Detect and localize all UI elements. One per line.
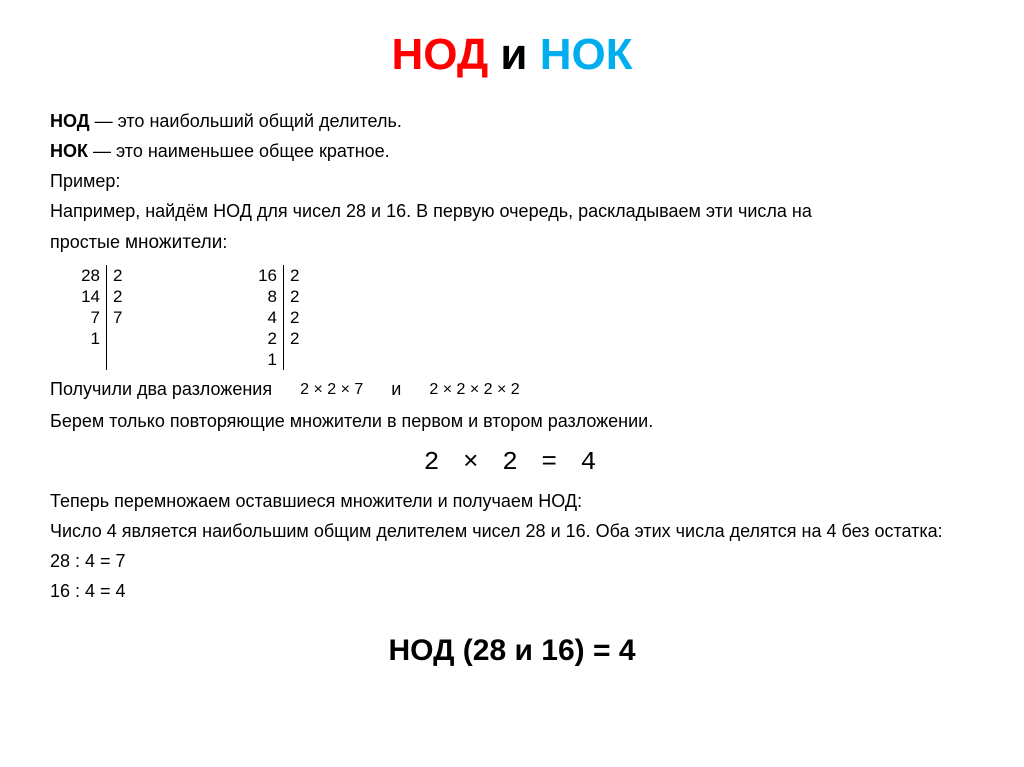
explain-text: Число 4 является наибольшим общим делите… [50, 518, 974, 546]
factor-table-16: 16 8 4 2 1 2 2 2 2 [247, 265, 314, 370]
slide-title: НОД и НОК [50, 30, 974, 80]
now-multiply-text: Теперь перемножаем оставшиеся множители … [50, 488, 974, 516]
nok-definition: НОК — это наименьшее общее кратное. [50, 138, 974, 166]
body-content: НОД — это наибольший общий делитель. НОК… [50, 108, 974, 674]
decomp-16: 2 × 2 × 2 × 2 [429, 378, 519, 403]
got-two-text: Получили два разложения [50, 376, 272, 404]
title-part-nod: НОД [391, 30, 488, 79]
final-result: НОД (28 и 16) = 4 [50, 628, 974, 675]
title-conj: и [488, 30, 540, 79]
title-part-nok: НОК [540, 30, 633, 79]
example-label: Пример: [50, 168, 974, 196]
common-factors-equation: 2 × 2 = 4 [50, 442, 974, 482]
nod-definition: НОД — это наибольший общий делитель. [50, 108, 974, 136]
decomp-28: 2 × 2 × 7 [300, 378, 363, 403]
example-line-2: простые множители: [50, 228, 974, 257]
take-common-text: Берем только повторяющие множители в пер… [50, 408, 974, 436]
division-2: 16 : 4 = 4 [50, 578, 974, 606]
decomposition-row: Получили два разложения 2 × 2 × 7 и 2 × … [50, 376, 974, 404]
division-1: 28 : 4 = 7 [50, 548, 974, 576]
factor-table-28: 28 14 7 1 2 2 7 [70, 265, 137, 370]
factorization-block: 28 14 7 1 2 2 7 16 8 4 2 1 [70, 265, 974, 370]
example-line-1: Например, найдём НОД для чисел 28 и 16. … [50, 198, 974, 226]
and-word: и [391, 376, 401, 404]
